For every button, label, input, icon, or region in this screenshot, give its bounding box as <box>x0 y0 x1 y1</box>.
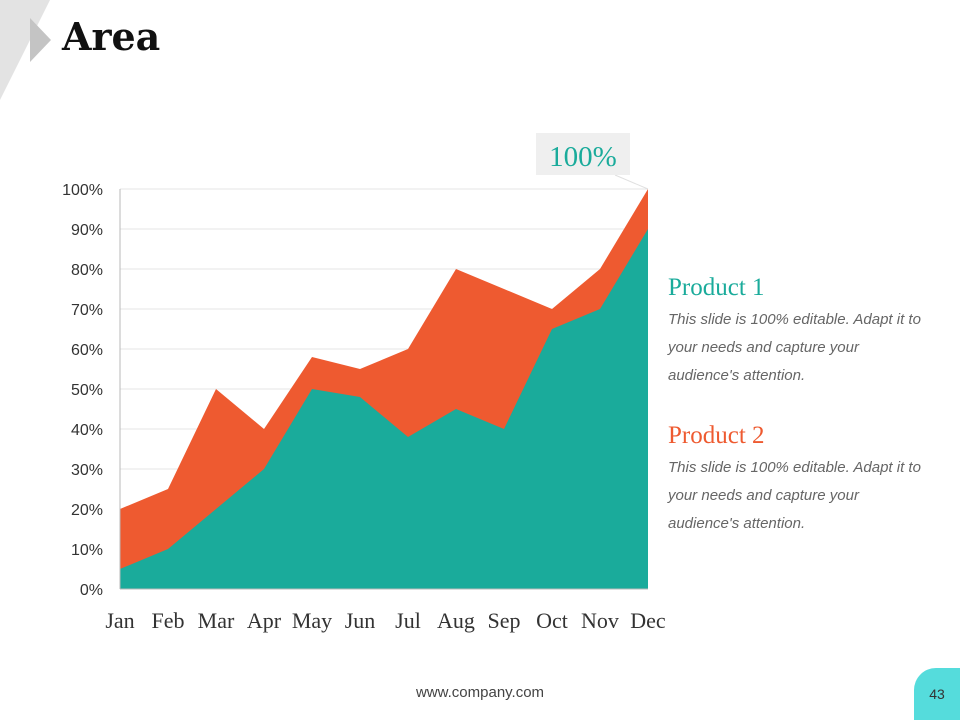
x-tick-label: Feb <box>152 608 185 633</box>
legend-product-1-name: Product 1 <box>668 274 765 301</box>
chart-callout: 100% <box>536 133 649 190</box>
corner-arrow-light <box>0 0 50 100</box>
callout-box <box>536 133 630 175</box>
corner-arrow-decoration <box>0 0 51 100</box>
legend-product-1: Product 1 This slide is 100% editable. A… <box>668 274 928 390</box>
y-tick-label: 40% <box>71 422 103 439</box>
x-tick-label: Nov <box>581 608 619 633</box>
chart-areas <box>120 189 648 589</box>
slide-title: Area <box>62 14 161 59</box>
area-chart: 0% 10% 20% 30% 40% 50% 60% 70% 80% 90% 100% Jan Feb… <box>62 133 666 633</box>
callout-label: 100% <box>549 141 617 173</box>
x-tick-label: Sep <box>488 608 521 633</box>
chart-y-tick-labels: 0% 10% 20% 30% 40% 50% 60% 70% 80% 90% 100% <box>62 182 103 599</box>
y-tick-label: 70% <box>71 302 103 319</box>
y-tick-label: 0% <box>80 582 103 599</box>
y-tick-label: 20% <box>71 502 103 519</box>
y-tick-label: 10% <box>71 542 103 559</box>
chart-axes <box>119 189 648 590</box>
x-tick-label: Aug <box>437 608 475 633</box>
x-tick-label: Jan <box>105 608 134 633</box>
callout-leader-line <box>614 174 649 190</box>
corner-arrow-dark <box>30 18 51 62</box>
chart-x-tick-labels: Jan Feb Mar Apr May Jun Jul Aug Sep Oct Nov Dec <box>105 608 666 633</box>
legend-product-2-description: This slide is 100% editable. Adapt it to… <box>668 459 921 532</box>
x-tick-label: Oct <box>536 608 568 633</box>
x-tick-label: May <box>292 608 332 633</box>
x-tick-label: Dec <box>630 608 666 633</box>
legend-product-2-name: Product 2 <box>668 422 765 449</box>
x-tick-label: Jun <box>345 608 376 633</box>
y-tick-label: 60% <box>71 342 103 359</box>
page-number-badge: 43 <box>914 668 960 720</box>
footer-url: www.company.com <box>415 684 545 701</box>
y-tick-label: 30% <box>71 462 103 479</box>
area-product-1 <box>120 229 648 589</box>
x-tick-label: Apr <box>247 608 282 633</box>
y-tick-label: 100% <box>62 182 103 199</box>
y-tick-label: 80% <box>71 262 103 279</box>
y-tick-label: 50% <box>71 382 103 399</box>
x-tick-label: Jul <box>395 608 421 633</box>
legend-product-2: Product 2 This slide is 100% editable. A… <box>668 422 928 538</box>
x-tick-label: Mar <box>198 608 235 633</box>
y-tick-label: 90% <box>71 222 103 239</box>
legend-product-1-description: This slide is 100% editable. Adapt it to… <box>668 311 921 384</box>
